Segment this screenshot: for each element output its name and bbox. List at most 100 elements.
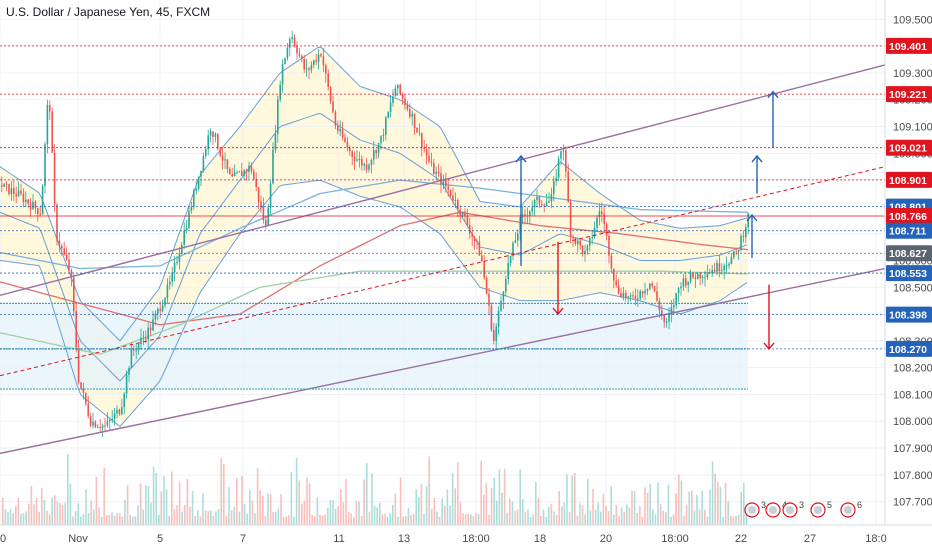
candle-body xyxy=(87,403,89,416)
volume-bar xyxy=(254,513,256,525)
candle-body xyxy=(560,151,562,159)
candle-body xyxy=(104,425,106,427)
volume-bar xyxy=(678,474,680,525)
volume-bar xyxy=(327,507,329,525)
candle-body xyxy=(682,278,685,287)
candle-body xyxy=(17,190,20,197)
candle-body xyxy=(121,407,123,415)
flag-icon xyxy=(786,506,794,514)
volume-bar xyxy=(249,489,251,525)
volume-bar xyxy=(605,505,607,525)
volume-bar xyxy=(15,505,17,525)
candle-body xyxy=(361,158,363,166)
candle-body xyxy=(411,113,413,117)
volume-bar xyxy=(61,504,64,525)
candle-body xyxy=(349,147,351,152)
volume-bar xyxy=(145,485,147,525)
candle-body xyxy=(445,179,447,187)
volume-bar xyxy=(181,511,183,525)
volume-bar xyxy=(464,514,467,525)
candle-body xyxy=(231,174,233,177)
volume-bar xyxy=(233,506,235,525)
candle-body xyxy=(567,171,569,202)
volume-bar xyxy=(553,511,555,525)
candle-body xyxy=(490,305,493,331)
candle-body xyxy=(365,164,368,170)
volume-bar xyxy=(402,516,404,525)
candle-body xyxy=(118,409,121,415)
candle-body xyxy=(502,291,505,301)
candle-body xyxy=(195,188,197,191)
volume-bar xyxy=(610,485,612,525)
volume-bar xyxy=(59,503,61,525)
volume-bar xyxy=(77,503,79,525)
flag-icon xyxy=(748,506,756,514)
candle-body xyxy=(56,204,58,241)
volume-bar xyxy=(139,483,142,525)
candle-body xyxy=(217,133,219,149)
candle-body xyxy=(8,183,10,195)
candle-body xyxy=(41,186,44,215)
volume-bar xyxy=(69,483,72,525)
volume-bar xyxy=(142,509,144,525)
volume-bar xyxy=(82,514,85,525)
candle-body xyxy=(161,305,164,312)
volume-bar xyxy=(20,513,22,525)
candle-body xyxy=(284,58,286,65)
volume-bar xyxy=(191,490,194,525)
candle-body xyxy=(625,292,627,298)
volume-bar xyxy=(561,506,563,525)
price-badge-label: 109.401 xyxy=(889,41,927,53)
candle-body xyxy=(226,159,229,169)
time-tick-label: 7 xyxy=(240,533,246,545)
volume-bar xyxy=(602,493,605,525)
candle-body xyxy=(133,348,135,351)
volume-bar xyxy=(134,516,137,525)
volume-bar xyxy=(709,489,711,525)
price-badge xyxy=(886,265,932,282)
volume-bar xyxy=(418,496,420,525)
volume-bar xyxy=(194,516,196,525)
volume-bar xyxy=(4,509,7,525)
candle-body xyxy=(512,242,514,257)
candle-body xyxy=(281,64,284,85)
candle-body xyxy=(601,211,603,214)
volume-bar xyxy=(210,510,212,525)
volume-bar xyxy=(454,488,456,525)
volume-bar xyxy=(558,490,560,525)
candle-body xyxy=(637,298,639,300)
candle-body xyxy=(742,235,745,237)
time-tick-label: 18 xyxy=(534,533,546,545)
candle-body xyxy=(44,144,46,187)
volume-bar xyxy=(204,510,207,525)
volume-bar xyxy=(376,507,378,525)
candle-body xyxy=(577,240,579,244)
candle-body xyxy=(464,211,466,217)
volume-bar xyxy=(652,509,654,525)
candle-body xyxy=(675,293,677,306)
price-tick-label: 107.700 xyxy=(893,497,932,509)
volume-bar xyxy=(555,514,558,525)
volume-bar xyxy=(355,500,358,525)
volume-bar xyxy=(17,497,20,525)
candle-body xyxy=(581,245,584,254)
volume-bar xyxy=(51,497,53,525)
volume-bar xyxy=(311,514,313,525)
volume-bar xyxy=(620,507,623,525)
candle-body xyxy=(545,202,548,207)
candle-body xyxy=(339,129,341,132)
volume-bar xyxy=(722,516,724,525)
volume-bar xyxy=(329,500,332,525)
candle-body xyxy=(476,240,478,242)
candle-body xyxy=(173,263,176,273)
volume-bar xyxy=(371,473,373,525)
volume-bar xyxy=(589,510,592,525)
event-count: 6 xyxy=(857,500,862,510)
volume-bar xyxy=(420,484,423,525)
candle-body xyxy=(248,165,250,172)
candle-body xyxy=(653,286,656,292)
volume-bar xyxy=(462,513,464,525)
candle-body xyxy=(109,419,111,422)
